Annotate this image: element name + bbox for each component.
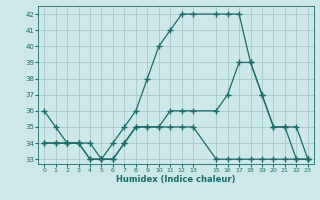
X-axis label: Humidex (Indice chaleur): Humidex (Indice chaleur) <box>116 175 236 184</box>
